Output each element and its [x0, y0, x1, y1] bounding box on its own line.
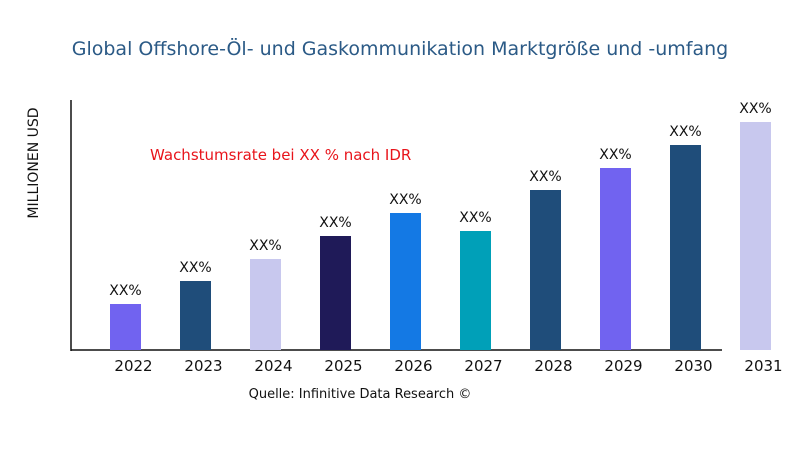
x-tick-label-2023: 2023 — [184, 357, 222, 375]
x-tick-label-2025: 2025 — [324, 357, 362, 375]
bar-2028 — [530, 190, 561, 350]
x-tick-label-2030: 2030 — [674, 357, 712, 375]
data-label-2031: XX% — [739, 101, 771, 117]
growth-rate-annotation: Wachstumsrate bei XX % nach IDR — [150, 146, 412, 164]
data-label-2025: XX% — [319, 215, 351, 231]
data-label-2027: XX% — [459, 210, 491, 226]
bar-2031 — [740, 122, 771, 350]
x-tick-label-2022: 2022 — [114, 357, 152, 375]
x-tick-label-2028: 2028 — [534, 357, 572, 375]
data-label-2029: XX% — [599, 147, 631, 163]
data-label-2023: XX% — [179, 260, 211, 276]
data-label-2024: XX% — [249, 238, 281, 254]
x-tick-label-2026: 2026 — [394, 357, 432, 375]
x-tick-label-2031: 2031 — [744, 357, 782, 375]
chart-title: Global Offshore-Öl- und Gaskommunikation… — [71, 38, 729, 60]
x-tick-label-2027: 2027 — [464, 357, 502, 375]
bar-2030 — [670, 145, 701, 350]
bar-2029 — [600, 168, 631, 350]
data-label-2026: XX% — [389, 192, 421, 208]
bar-2026 — [390, 213, 421, 350]
data-label-2030: XX% — [669, 124, 701, 140]
bar-2023 — [180, 281, 211, 350]
source-note: Quelle: Infinitive Data Research © — [248, 387, 472, 402]
bar-2024 — [250, 259, 281, 350]
data-label-2022: XX% — [109, 283, 141, 299]
x-tick-label-2024: 2024 — [254, 357, 292, 375]
bar-2025 — [320, 236, 351, 350]
x-tick-label-2029: 2029 — [604, 357, 642, 375]
bar-2027 — [460, 231, 491, 350]
bar-2022 — [110, 304, 141, 350]
data-label-2028: XX% — [529, 169, 561, 185]
